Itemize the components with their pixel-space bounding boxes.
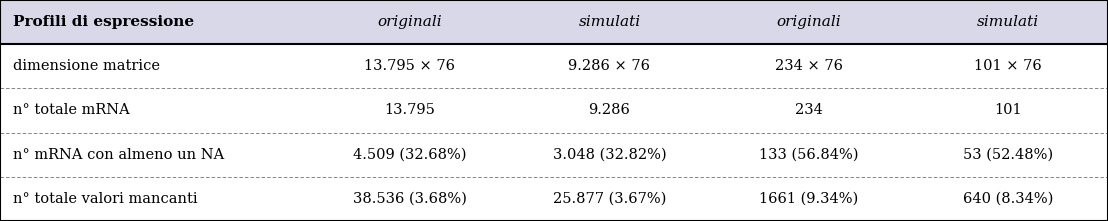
Text: 38.536 (3.68%): 38.536 (3.68%) — [353, 192, 466, 206]
Text: 1661 (9.34%): 1661 (9.34%) — [759, 192, 859, 206]
Text: Profili di espressione: Profili di espressione — [13, 15, 194, 29]
Text: simulati: simulati — [578, 15, 640, 29]
Text: 53 (52.48%): 53 (52.48%) — [963, 148, 1054, 162]
Text: 234 × 76: 234 × 76 — [774, 59, 843, 73]
Bar — [0, 0, 1108, 44]
Text: 9.286 × 76: 9.286 × 76 — [568, 59, 650, 73]
Text: n° mRNA con almeno un NA: n° mRNA con almeno un NA — [13, 148, 225, 162]
Text: 9.286: 9.286 — [588, 103, 630, 118]
Text: 13.795 × 76: 13.795 × 76 — [365, 59, 455, 73]
Text: 640 (8.34%): 640 (8.34%) — [963, 192, 1054, 206]
Text: simulati: simulati — [977, 15, 1039, 29]
Text: originali: originali — [777, 15, 841, 29]
Text: 3.048 (32.82%): 3.048 (32.82%) — [553, 148, 666, 162]
Text: 234: 234 — [794, 103, 823, 118]
Text: dimensione matrice: dimensione matrice — [13, 59, 161, 73]
Text: 101 × 76: 101 × 76 — [974, 59, 1043, 73]
Text: 101: 101 — [995, 103, 1022, 118]
Text: originali: originali — [378, 15, 442, 29]
Text: n° totale valori mancanti: n° totale valori mancanti — [13, 192, 198, 206]
Text: 25.877 (3.67%): 25.877 (3.67%) — [553, 192, 666, 206]
Text: 133 (56.84%): 133 (56.84%) — [759, 148, 859, 162]
Text: 13.795: 13.795 — [384, 103, 435, 118]
Text: n° totale mRNA: n° totale mRNA — [13, 103, 130, 118]
Text: 4.509 (32.68%): 4.509 (32.68%) — [353, 148, 466, 162]
